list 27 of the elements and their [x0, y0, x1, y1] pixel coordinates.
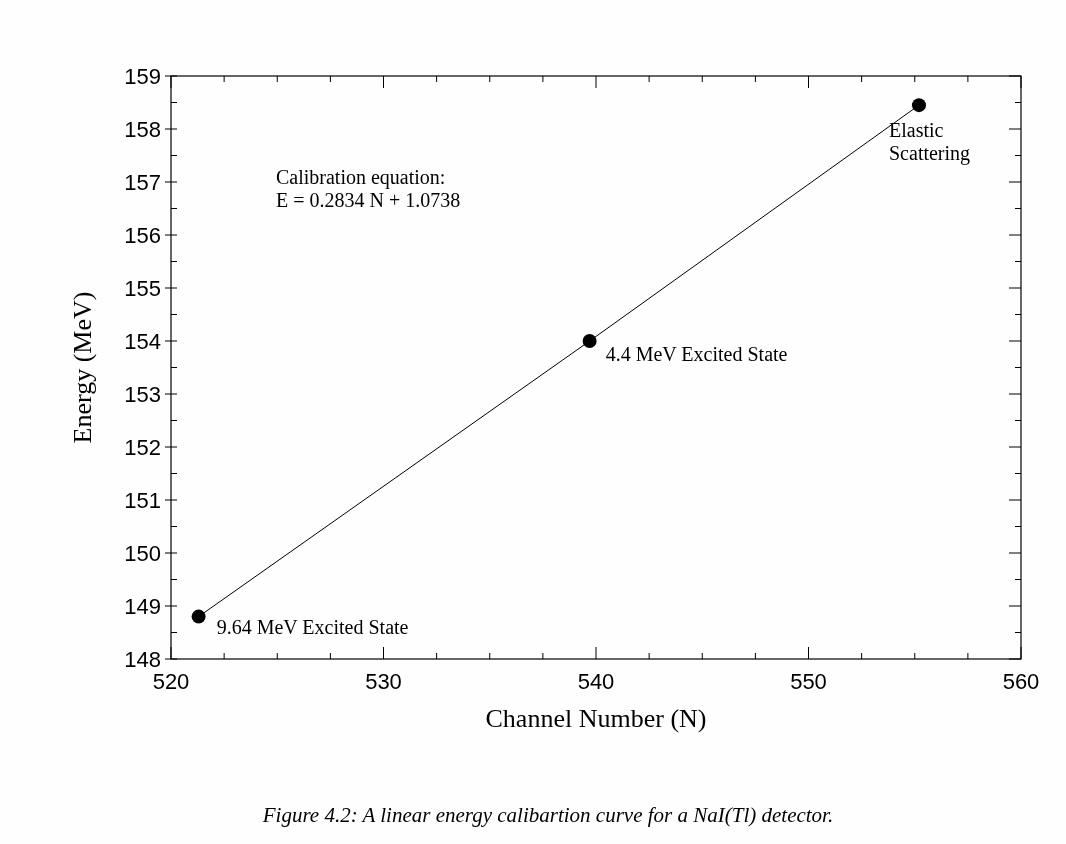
y-tick-label: 149 [124, 594, 161, 619]
y-tick-label: 151 [124, 488, 161, 513]
y-tick-label: 153 [124, 382, 161, 407]
annotation: Elastic Scattering [889, 119, 971, 166]
x-tick-label: 560 [1002, 669, 1040, 694]
x-tick-label: 520 [152, 669, 190, 694]
y-tick-label: 154 [124, 329, 161, 354]
x-tick-label: 550 [790, 669, 827, 694]
x-axis-title: Channel Number (N) [485, 704, 707, 733]
y-tick-label: 155 [124, 276, 161, 301]
point [582, 334, 597, 348]
y-tick-label: 157 [124, 170, 161, 195]
y-tick-label: 159 [124, 64, 161, 89]
x-tick-label: 540 [577, 669, 615, 694]
y-tick-label: 156 [124, 223, 161, 248]
x-tick-label: 530 [365, 669, 402, 694]
y-tick-label: 148 [124, 647, 161, 672]
y-tick-label: 152 [124, 435, 161, 460]
y-tick-label: 150 [124, 541, 161, 566]
point [912, 98, 926, 113]
caption: Figure 4.2: A linear energy calibartion curve for a NaI(Tl) detector. [261, 803, 834, 827]
y-axis-title: Energy (MeV) [68, 291, 97, 444]
point [191, 609, 206, 624]
y-tick-label: 158 [124, 117, 161, 142]
annotation: 4.4 MeV Excited State [605, 343, 788, 365]
annotation: 9.64 MeV Excited State [216, 615, 409, 638]
annotation: Calibration equation: E = 0.2834 N + 1.0738 [276, 166, 461, 211]
